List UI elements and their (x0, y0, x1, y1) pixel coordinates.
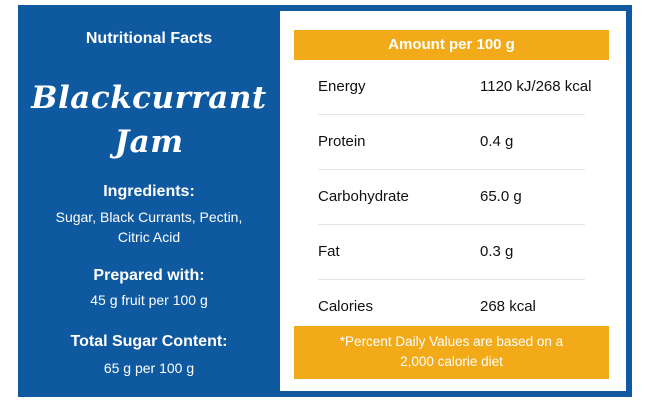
ingredients-line1: Sugar, Black Currants, Pectin, (55, 209, 243, 225)
row-label: Carbohydrate (318, 188, 409, 205)
nutrition-card: Nutritional Facts Blackcurrant Jam Ingre… (18, 5, 632, 397)
table-row: Calories 268 kcal (318, 280, 585, 334)
nutritional-facts-heading: Nutritional Facts (85, 30, 213, 47)
table-row: Energy 1120 kJ/268 kcal (318, 60, 591, 115)
row-value: 0.3 g (480, 243, 514, 260)
footnote-line1: *Percent Daily Values are based on a (339, 334, 564, 349)
total-sugar-heading: Total Sugar Content: (70, 333, 228, 350)
ingredients-line2: Citric Acid (117, 229, 181, 245)
product-info-panel: Nutritional Facts Blackcurrant Jam Ingre… (18, 5, 280, 397)
table-row: Carbohydrate 65.0 g (318, 170, 585, 225)
row-label: Protein (318, 133, 366, 150)
table-row: Protein 0.4 g (318, 115, 585, 170)
total-sugar-value: 65 g per 100 g (103, 360, 195, 376)
row-value: 0.4 g (480, 133, 514, 150)
row-label: Energy (318, 78, 366, 95)
footnote-line2: 2,000 calorie diet (400, 354, 503, 369)
row-label: Calories (318, 298, 374, 315)
row-value: 65.0 g (480, 188, 522, 205)
row-value: 1120 kJ/268 kcal (480, 78, 592, 95)
nutrition-table-panel: Amount per 100 g Energy 1120 kJ/268 kcal… (280, 11, 626, 391)
product-name-line2: Jam (114, 124, 184, 160)
daily-values-footnote: *Percent Daily Values are based on a 2,0… (294, 326, 609, 379)
prepared-with-heading: Prepared with: (93, 267, 205, 284)
prepared-with-value: 45 g fruit per 100 g (90, 292, 208, 308)
amount-header: Amount per 100 g (294, 30, 609, 60)
product-name-line1: Blackcurrant (31, 80, 267, 116)
row-label: Fat (318, 243, 340, 260)
ingredients-heading: Ingredients: (103, 183, 195, 200)
row-value: 268 kcal (480, 298, 536, 315)
table-row: Fat 0.3 g (318, 225, 585, 280)
